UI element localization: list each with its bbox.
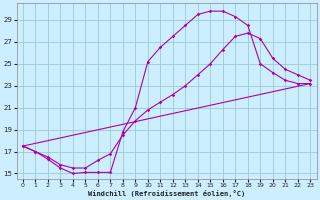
X-axis label: Windchill (Refroidissement éolien,°C): Windchill (Refroidissement éolien,°C): [88, 190, 245, 197]
